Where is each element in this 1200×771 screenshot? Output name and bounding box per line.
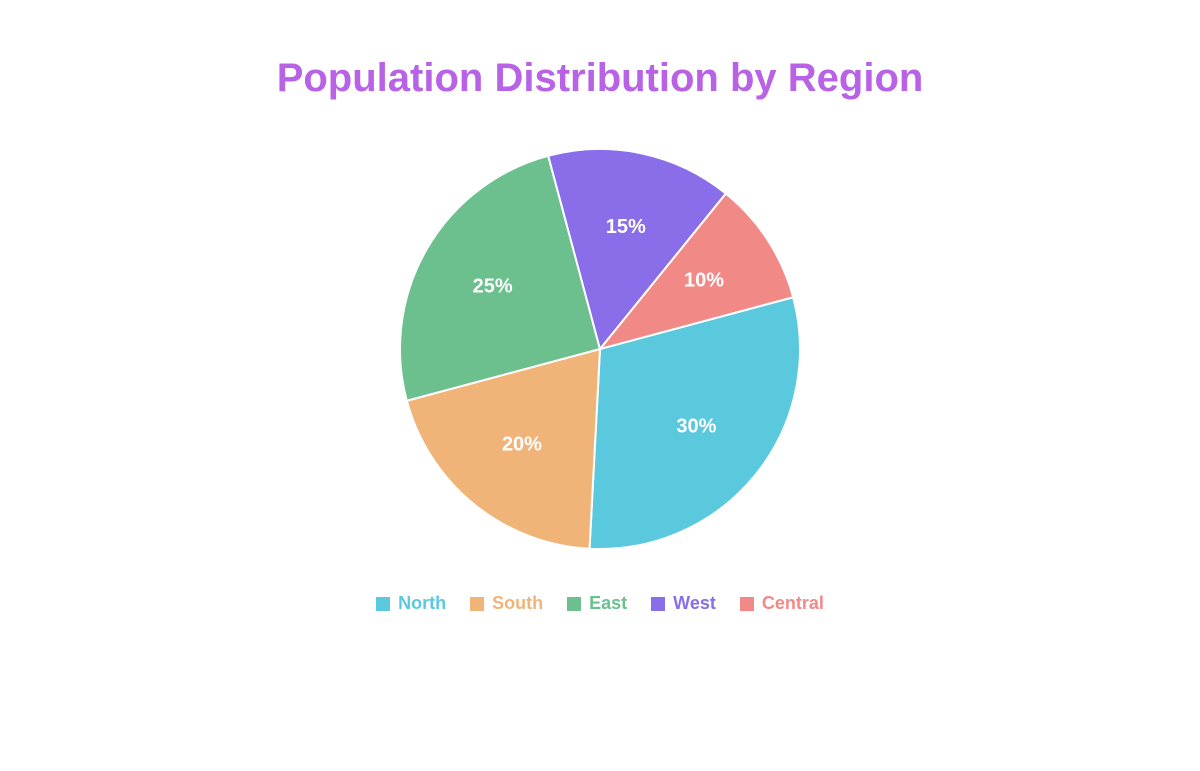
pie-chart: 30% 20% 25% 15% 10% bbox=[400, 149, 800, 549]
legend: North South East West Central bbox=[376, 593, 824, 614]
legend-swatch-south bbox=[470, 597, 484, 611]
legend-label-west: West bbox=[673, 593, 716, 614]
pie-slice-label-north: 30% bbox=[676, 415, 716, 437]
legend-swatch-central bbox=[740, 597, 754, 611]
legend-label-north: North bbox=[398, 593, 446, 614]
legend-swatch-east bbox=[567, 597, 581, 611]
pie-slice-label-central: 10% bbox=[684, 270, 724, 292]
legend-item-east: East bbox=[567, 593, 627, 614]
legend-item-west: West bbox=[651, 593, 716, 614]
legend-label-south: South bbox=[492, 593, 543, 614]
legend-item-south: South bbox=[470, 593, 543, 614]
legend-item-north: North bbox=[376, 593, 446, 614]
pie-slice-label-south: 20% bbox=[502, 434, 542, 456]
chart-container: Population Distribution by Region 30% 20%… bbox=[0, 0, 1200, 771]
pie-slice-label-west: 15% bbox=[606, 216, 646, 238]
pie-svg: 30% 20% 25% 15% 10% bbox=[400, 149, 800, 549]
legend-label-east: East bbox=[589, 593, 627, 614]
chart-title: Population Distribution by Region bbox=[277, 56, 924, 101]
legend-label-central: Central bbox=[762, 593, 824, 614]
legend-item-central: Central bbox=[740, 593, 824, 614]
pie-slices bbox=[400, 149, 800, 549]
pie-slice-label-east: 25% bbox=[473, 275, 513, 297]
legend-swatch-west bbox=[651, 597, 665, 611]
legend-swatch-north bbox=[376, 597, 390, 611]
